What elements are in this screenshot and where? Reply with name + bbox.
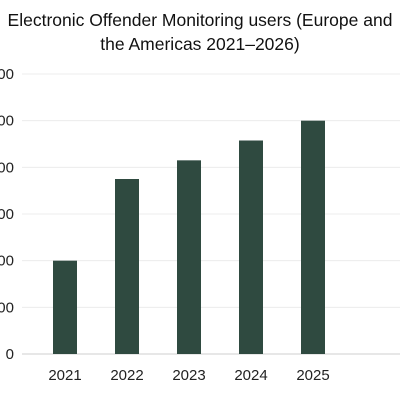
bar xyxy=(115,179,139,354)
chart-title-line-2: the Americas 2021–2026) xyxy=(100,34,300,54)
chart-title-line-1: Electronic Offender Monitoring users (Eu… xyxy=(7,10,393,30)
y-tick-label: 0 xyxy=(6,346,14,363)
y-tick-label: 200 xyxy=(0,299,14,316)
bar xyxy=(177,160,201,354)
gridlines xyxy=(22,73,400,355)
x-tick-label: 2024 xyxy=(234,367,267,384)
y-axis-ticks: 0 200 400 600 800 1000 1200 xyxy=(0,66,14,363)
bars xyxy=(53,120,325,355)
bar xyxy=(53,260,77,354)
y-tick-label: 1000 xyxy=(0,113,14,130)
y-tick-label: 800 xyxy=(0,159,14,176)
bar xyxy=(301,120,325,355)
x-tick-label: 2025 xyxy=(296,367,329,384)
y-tick-label: 600 xyxy=(0,206,14,223)
y-tick-label: 400 xyxy=(0,253,14,270)
chart-title: Electronic Offender Monitoring users (Eu… xyxy=(0,8,400,56)
x-tick-label: 2022 xyxy=(110,367,143,384)
x-tick-label: 2023 xyxy=(172,367,205,384)
y-tick-label: 1200 xyxy=(0,66,14,83)
x-axis-ticks: 2021 2022 2023 2024 2025 xyxy=(48,367,329,384)
x-tick-label: 2021 xyxy=(48,367,81,384)
bar xyxy=(239,140,263,354)
